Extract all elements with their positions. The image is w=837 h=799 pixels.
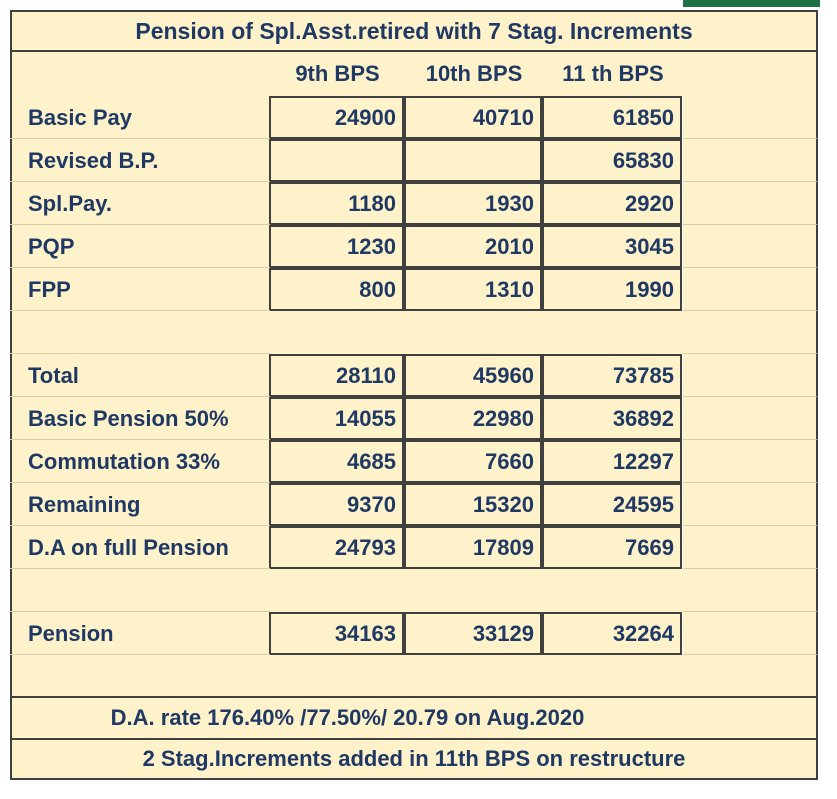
row-separator [10,439,270,440]
header-11th-bps[interactable]: 11 th BPS [543,52,683,96]
row-extra-cell[interactable] [683,612,818,655]
row-label[interactable]: FPP [10,268,270,311]
row-value[interactable] [269,139,404,182]
row-separator [10,181,270,182]
header-blank[interactable] [10,52,270,96]
row-separator [10,568,270,569]
row-extra-cell[interactable] [683,225,818,268]
row-value[interactable]: 17809 [404,526,542,569]
row-extra-cell[interactable] [683,655,818,698]
row-label[interactable]: Basic Pay [10,96,270,139]
note-da-rate[interactable]: D.A. rate 176.40% /77.50%/ 20.79 on Aug.… [10,696,683,738]
row-value[interactable] [270,569,405,612]
row-extra-cell[interactable] [683,483,818,526]
row-value[interactable] [270,311,405,354]
row-value[interactable]: 1310 [404,268,542,311]
row-value[interactable]: 9370 [269,483,404,526]
row-value[interactable]: 12297 [542,440,682,483]
row-separator [10,611,270,612]
row-separator [10,224,270,225]
row-label[interactable]: Total [10,354,270,397]
row-label[interactable]: Pension [10,612,270,655]
row-separator [10,654,270,655]
row-value[interactable] [405,311,543,354]
row-extra-cell[interactable] [683,139,818,182]
row-label[interactable]: Spl.Pay. [10,182,270,225]
row-value[interactable]: 22980 [404,397,542,440]
row-value[interactable]: 24793 [269,526,404,569]
row-value[interactable]: 15320 [404,483,542,526]
row-separator [10,525,270,526]
row-value[interactable] [270,655,405,698]
row-value[interactable] [543,569,683,612]
note-extra-cell[interactable] [683,696,818,738]
row-value[interactable]: 4685 [269,440,404,483]
row-value[interactable]: 2010 [404,225,542,268]
row-value[interactable]: 36892 [542,397,682,440]
header-10th-bps[interactable]: 10th BPS [405,52,543,96]
row-value[interactable]: 28110 [269,354,404,397]
row-extra-cell[interactable] [683,96,818,139]
note-restructure[interactable]: 2 Stag.Increments added in 11th BPS on r… [10,738,818,780]
row-value[interactable] [543,311,683,354]
row-value[interactable]: 65830 [542,139,682,182]
selected-cell-indicator [683,0,820,7]
table-title[interactable]: Pension of Spl.Asst.retired with 7 Stag.… [10,10,818,52]
row-value[interactable]: 1930 [404,182,542,225]
row-value[interactable]: 14055 [269,397,404,440]
row-value[interactable] [404,139,542,182]
row-label[interactable]: Revised B.P. [10,139,270,182]
row-value[interactable]: 24900 [269,96,404,139]
row-separator [10,353,270,354]
row-extra-cell[interactable] [683,526,818,569]
row-label[interactable]: PQP [10,225,270,268]
row-value[interactable] [405,569,543,612]
row-value[interactable]: 61850 [542,96,682,139]
row-label[interactable]: Basic Pension 50% [10,397,270,440]
row-value[interactable] [543,655,683,698]
row-value[interactable]: 73785 [542,354,682,397]
row-extra-cell[interactable] [683,440,818,483]
row-value[interactable]: 1180 [269,182,404,225]
header-9th-bps[interactable]: 9th BPS [270,52,405,96]
row-value[interactable]: 45960 [404,354,542,397]
row-value[interactable]: 3045 [542,225,682,268]
row-separator [10,482,270,483]
row-value[interactable]: 800 [269,268,404,311]
row-separator [10,267,270,268]
row-label[interactable] [10,311,270,354]
header-extra[interactable] [683,52,818,96]
row-value[interactable]: 7669 [542,526,682,569]
row-value[interactable]: 33129 [404,612,542,655]
row-label[interactable] [10,569,270,612]
row-extra-cell[interactable] [683,397,818,440]
row-label[interactable]: Commutation 33% [10,440,270,483]
row-value[interactable]: 40710 [404,96,542,139]
row-value[interactable]: 34163 [269,612,404,655]
row-value[interactable] [405,655,543,698]
row-label[interactable]: Remaining [10,483,270,526]
row-value[interactable]: 1990 [542,268,682,311]
row-value[interactable]: 7660 [404,440,542,483]
row-value[interactable]: 24595 [542,483,682,526]
row-value[interactable]: 2920 [542,182,682,225]
row-label[interactable]: D.A on full Pension [10,526,270,569]
row-extra-cell[interactable] [683,311,818,354]
row-label[interactable] [10,655,270,698]
row-extra-cell[interactable] [683,569,818,612]
row-extra-cell[interactable] [683,354,818,397]
row-extra-cell[interactable] [683,268,818,311]
row-separator [10,396,270,397]
row-value[interactable]: 1230 [269,225,404,268]
row-separator [10,138,270,139]
row-value[interactable]: 32264 [542,612,682,655]
row-extra-cell[interactable] [683,182,818,225]
row-separator [10,310,270,311]
